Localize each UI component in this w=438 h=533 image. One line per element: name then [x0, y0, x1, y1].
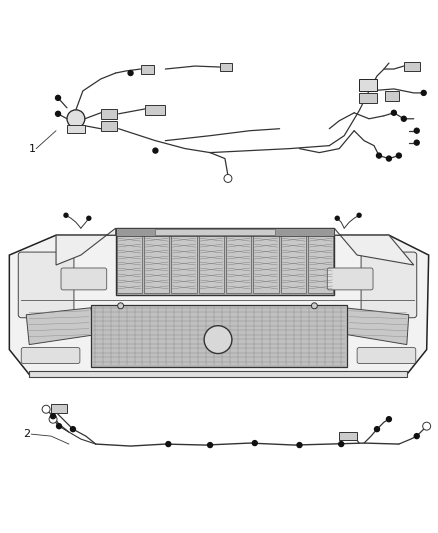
Circle shape — [56, 111, 60, 116]
Circle shape — [56, 95, 60, 100]
Circle shape — [311, 303, 318, 309]
Polygon shape — [334, 228, 414, 265]
Polygon shape — [26, 308, 96, 345]
Circle shape — [49, 415, 57, 423]
Circle shape — [421, 91, 426, 95]
Circle shape — [64, 213, 68, 217]
Circle shape — [392, 110, 396, 115]
FancyBboxPatch shape — [327, 268, 373, 290]
Circle shape — [87, 216, 91, 220]
Bar — [29, 372, 407, 377]
FancyBboxPatch shape — [18, 252, 74, 318]
Circle shape — [414, 434, 419, 439]
Polygon shape — [9, 235, 429, 375]
Circle shape — [396, 153, 401, 158]
Bar — [144, 230, 170, 293]
Circle shape — [374, 426, 379, 432]
Bar — [339, 432, 357, 440]
Bar — [67, 125, 85, 133]
Circle shape — [67, 110, 85, 128]
Bar — [226, 230, 251, 293]
Bar — [141, 65, 155, 74]
FancyBboxPatch shape — [61, 268, 107, 290]
Circle shape — [377, 153, 381, 158]
Text: 1: 1 — [29, 143, 36, 154]
Bar — [171, 230, 197, 293]
FancyBboxPatch shape — [361, 252, 417, 318]
Bar — [359, 93, 377, 103]
Polygon shape — [56, 228, 116, 265]
Circle shape — [357, 213, 361, 217]
Bar — [385, 91, 399, 101]
Bar — [155, 229, 275, 235]
Circle shape — [208, 442, 212, 448]
Polygon shape — [344, 308, 409, 345]
Circle shape — [153, 148, 158, 153]
Circle shape — [128, 70, 133, 76]
Bar — [281, 230, 306, 293]
Circle shape — [71, 426, 75, 432]
Bar — [101, 109, 117, 119]
Bar — [220, 63, 232, 71]
Circle shape — [204, 326, 232, 353]
Circle shape — [414, 128, 419, 133]
Circle shape — [252, 441, 257, 446]
Bar — [116, 228, 334, 236]
Bar — [116, 228, 334, 295]
Circle shape — [166, 441, 171, 447]
Circle shape — [50, 414, 56, 419]
Circle shape — [339, 441, 344, 447]
Circle shape — [386, 417, 392, 422]
FancyBboxPatch shape — [21, 348, 80, 364]
Circle shape — [57, 424, 61, 429]
Bar — [404, 62, 420, 71]
Bar — [117, 230, 142, 293]
Text: 2: 2 — [23, 429, 30, 439]
Bar — [198, 230, 224, 293]
Circle shape — [401, 116, 406, 122]
Bar — [91, 305, 347, 367]
Bar — [51, 404, 67, 413]
Circle shape — [386, 156, 392, 161]
Circle shape — [423, 422, 431, 430]
Circle shape — [414, 140, 419, 145]
Circle shape — [297, 442, 302, 448]
Bar — [253, 230, 279, 293]
Circle shape — [335, 216, 339, 220]
Circle shape — [224, 174, 232, 182]
Bar — [145, 105, 165, 115]
FancyBboxPatch shape — [357, 348, 416, 364]
Bar — [308, 230, 333, 293]
Bar — [101, 121, 117, 131]
Circle shape — [42, 405, 50, 413]
Circle shape — [118, 303, 124, 309]
Bar — [359, 79, 377, 91]
